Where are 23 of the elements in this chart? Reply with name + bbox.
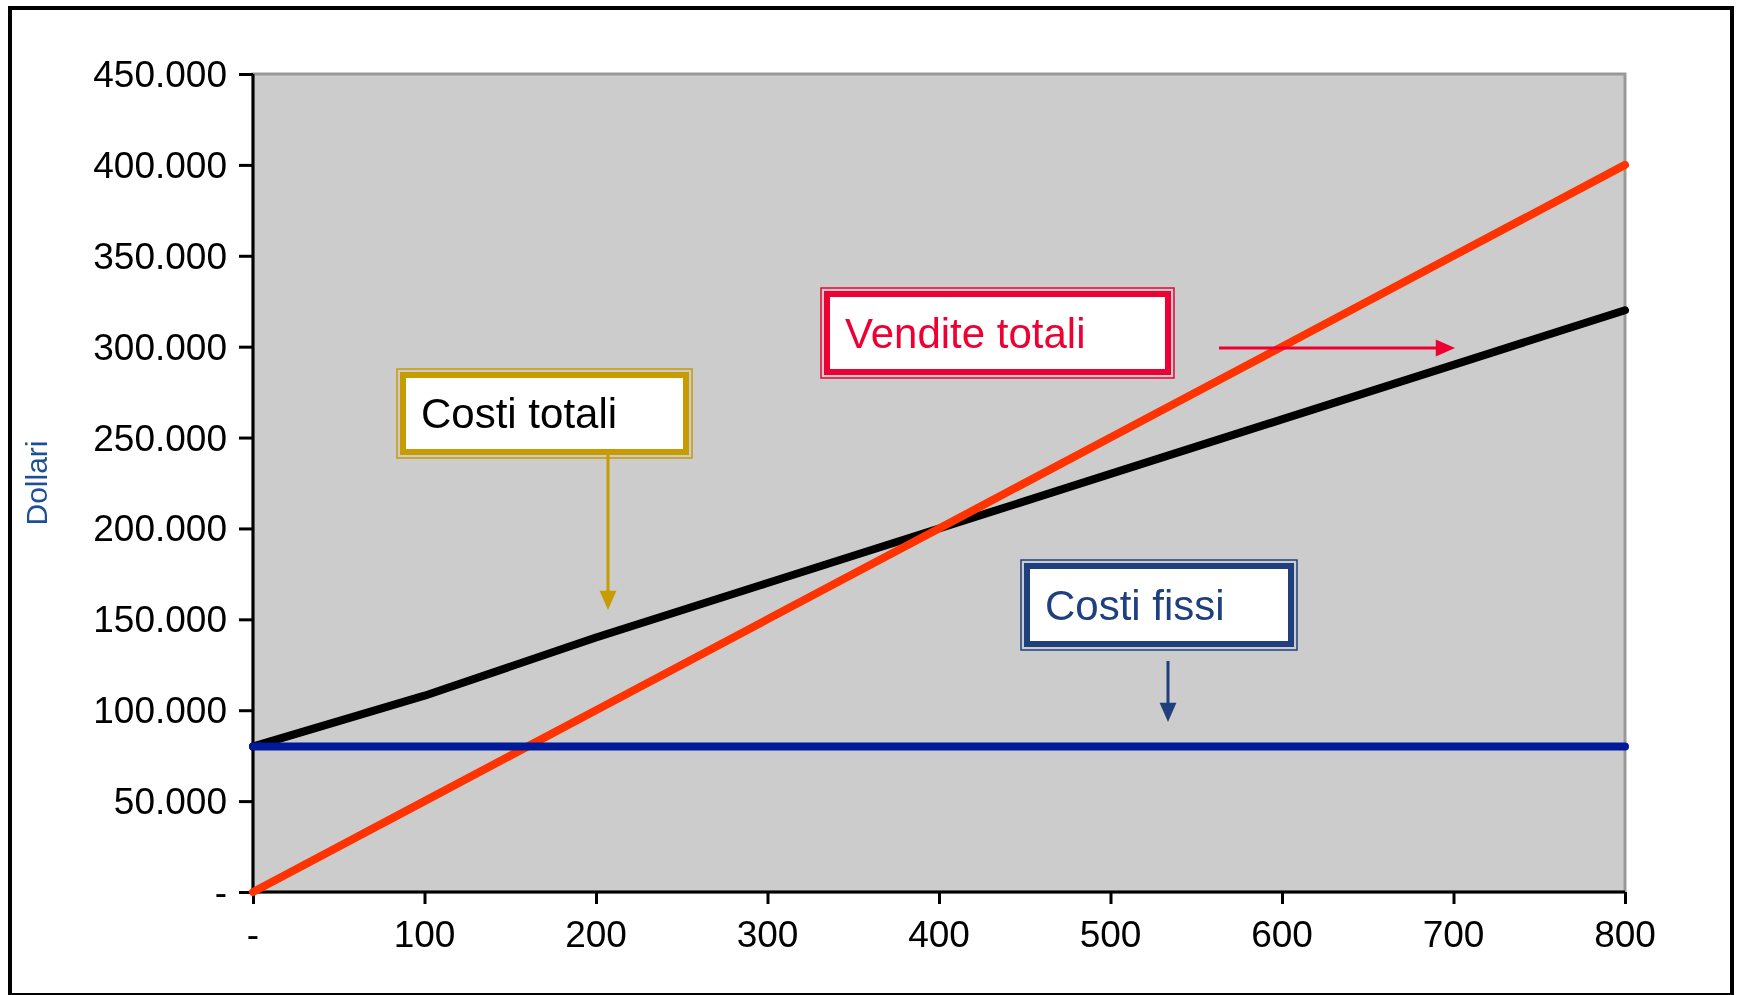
y-tick-label: 300.000: [93, 326, 227, 368]
x-tick-label: 100: [393, 914, 456, 955]
x-tick-label: -: [246, 914, 260, 955]
y-tick-label: 450.000: [93, 53, 227, 95]
x-tick-label: 300: [736, 914, 799, 955]
y-tick-label: 200.000: [93, 508, 227, 550]
y-axis-title: Dollari: [19, 440, 53, 526]
y-tick-label: 400.000: [93, 144, 227, 186]
series-label: Vendite totali: [845, 309, 1086, 357]
x-tick-label: 600: [1251, 914, 1313, 955]
x-tick-label: 400: [908, 914, 970, 955]
y-tick-label: 100.000: [93, 690, 227, 732]
text: Costi totali: [421, 390, 618, 438]
text: Costi fissi: [1045, 581, 1225, 629]
x-tick-label: 500: [1079, 914, 1142, 955]
y-tick-label: 150.000: [93, 599, 227, 641]
y-tick-label: 350.000: [93, 235, 227, 277]
x-tick-label: 700: [1422, 914, 1485, 955]
y-tick-label: 50.000: [113, 781, 227, 823]
y-tick-label: 250.000: [93, 417, 227, 459]
x-tick-label: 200: [565, 914, 627, 955]
x-tick-label: 800: [1594, 914, 1656, 955]
y-tick-label: -: [214, 871, 227, 913]
